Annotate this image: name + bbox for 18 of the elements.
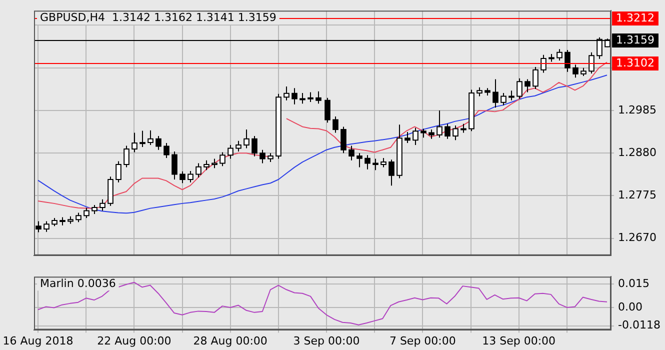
x-tick-label: 22 Aug 00:00 [97, 334, 172, 348]
y-tick-label: 1.2985 [618, 103, 656, 116]
x-tick-label: 3 Sep 00:00 [293, 334, 360, 348]
x-tick-label: 13 Sep 00:00 [482, 334, 556, 348]
x-tick-label: 28 Aug 00:00 [193, 334, 268, 348]
y-tick-label: 1.2670 [618, 231, 656, 244]
ref-line-label: 1.3159 [616, 33, 654, 46]
ref-line-label: 1.3102 [616, 56, 654, 70]
y-tick-label: 0.015 [618, 277, 650, 290]
ref-line-label: 1.3212 [616, 11, 654, 24]
chart-title: Marlin 0.0036 [40, 276, 116, 290]
y-tick-label: 0.00 [618, 300, 642, 314]
x-tick-label: 7 Sep 00:00 [389, 334, 456, 348]
y-tick-label: -0.0118 [618, 318, 660, 332]
chart-title: GBPUSD,H4 1.3142 1.3162 1.3141 1.3159 [40, 10, 276, 24]
x-tick-label: 16 Aug 2018 [2, 334, 74, 348]
y-tick-label: 1.2775 [618, 188, 656, 202]
y-tick-label: 1.2880 [618, 146, 656, 159]
